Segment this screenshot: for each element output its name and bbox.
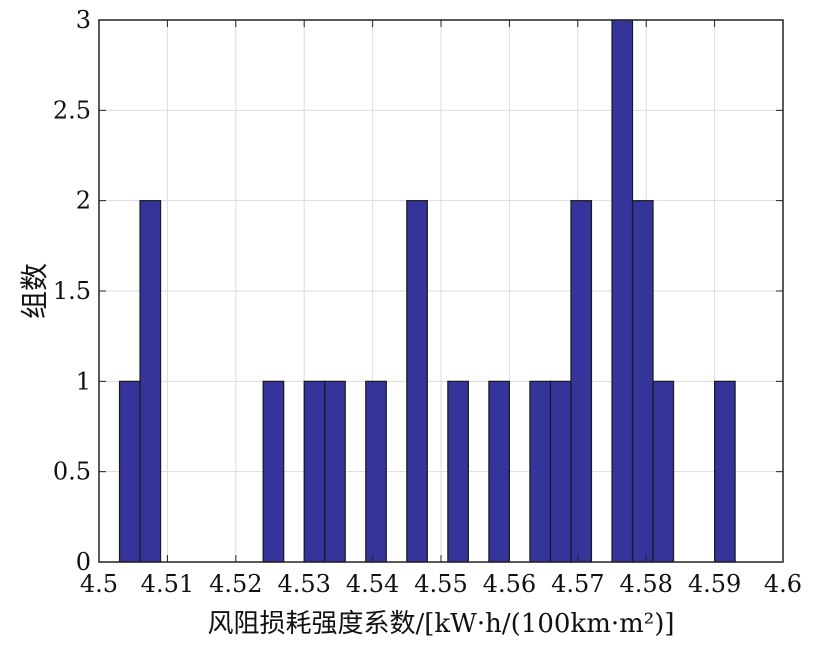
x-axis-title: 风阻损耗强度系数/[kW·h/(100km·m²)] [208,609,675,639]
histogram-bar [570,200,593,563]
histogram-bar [365,380,387,563]
x-tick-label: 4.54 [346,570,399,598]
y-tick-label: 1.5 [53,277,91,305]
y-tick-label: 3 [76,6,91,34]
histogram-bar [303,380,326,563]
x-tick-label: 4.56 [483,570,536,598]
x-tick-label: 4.51 [141,570,194,598]
histogram-bar [406,200,428,563]
y-axis-title: 组数 [18,263,51,319]
x-tick-label: 4.57 [551,570,604,598]
x-tick-label: 4.52 [209,570,262,598]
histogram-bar [488,380,511,563]
y-tick-label: 1 [76,367,91,395]
histogram-bar [139,200,162,563]
axis-ticks: 4.5 4.51 4.52 4.53 4.54 4.55 4.56 4.57 4.58 4.59 4… [53,6,802,598]
x-tick-label: 4.53 [277,570,330,598]
histogram-bar [118,380,141,563]
histogram-bar [652,380,675,563]
histogram-bar [324,380,346,563]
histogram-bars [118,19,736,563]
y-tick-label: 0 [76,548,91,576]
x-tick-label: 4.59 [688,570,741,598]
histogram-bar [447,380,469,563]
histogram-bar [262,380,285,563]
x-tick-label: 4.5 [80,570,118,598]
histogram-bar [549,380,572,563]
y-tick-label: 2.5 [53,96,91,124]
y-tick-label: 2 [76,187,91,215]
x-tick-label: 4.58 [619,570,672,598]
y-tick-label: 0.5 [53,458,91,486]
histogram-bar [529,380,552,563]
x-tick-label: 4.55 [414,570,467,598]
histogram-bar [611,19,634,563]
x-tick-label: 4.6 [764,570,802,598]
histogram-bar [713,380,736,563]
histogram-bar [631,200,654,563]
